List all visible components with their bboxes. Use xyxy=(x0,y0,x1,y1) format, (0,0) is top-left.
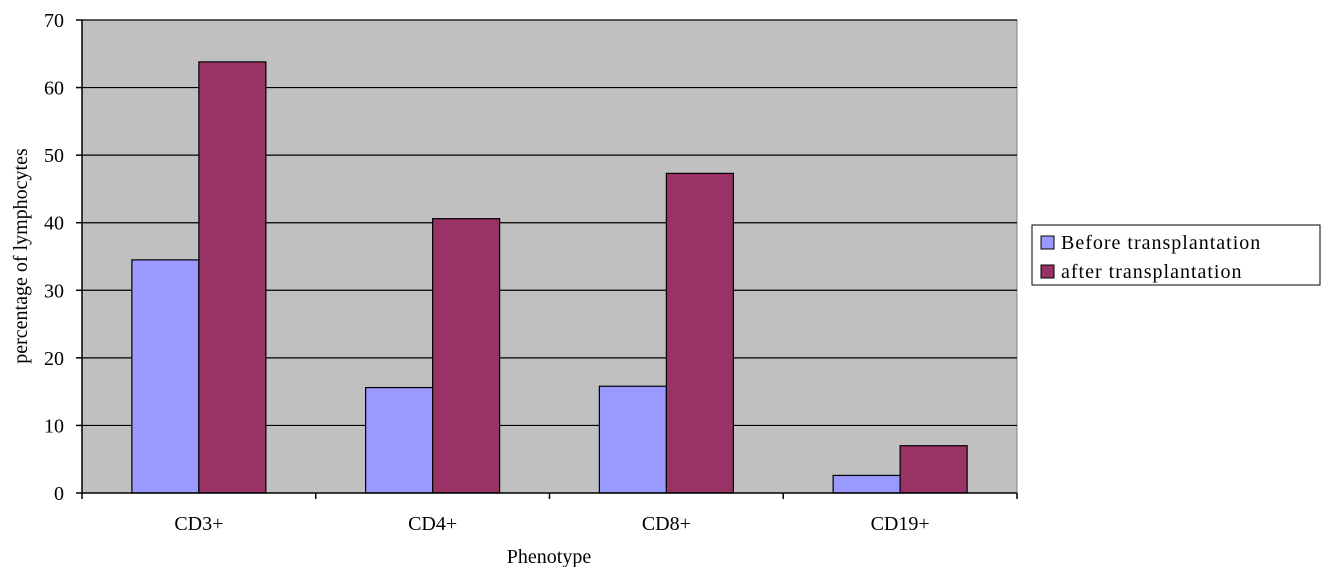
legend-swatch-before xyxy=(1040,235,1055,250)
legend: Before transplantation after transplanta… xyxy=(1031,224,1321,286)
y-tick-label: 10 xyxy=(44,415,64,437)
y-tick-label: 50 xyxy=(44,145,64,167)
axes-group xyxy=(76,19,1018,499)
category-label: CD4+ xyxy=(408,513,457,535)
y-axis-title: percentage of lymphocytes xyxy=(10,148,32,364)
y-tick-label: 30 xyxy=(44,280,64,302)
bar-before-cd4plus xyxy=(365,386,434,494)
legend-label-after: after transplantation xyxy=(1061,261,1243,283)
y-tick-label: 60 xyxy=(44,78,64,100)
x-category-labels: CD3+ CD4+ CD8+ CD19+ xyxy=(174,513,929,535)
bar-after-cd8plus xyxy=(665,172,734,494)
bar-after-cd19plus xyxy=(899,445,968,494)
bar-before-cd8plus xyxy=(598,385,667,494)
legend-label-before: Before transplantation xyxy=(1061,232,1261,254)
category-label: CD8+ xyxy=(642,513,691,535)
y-tick-label: 70 xyxy=(44,10,64,32)
y-tick-label: 40 xyxy=(44,213,64,235)
bar-after-cd3plus xyxy=(198,61,267,494)
category-label: CD19+ xyxy=(871,513,930,535)
category-label: CD3+ xyxy=(174,513,223,535)
y-tick-label: 20 xyxy=(44,348,64,370)
bar-before-cd3plus xyxy=(131,259,200,494)
bars-group xyxy=(131,61,968,494)
x-axis-title: Phenotype xyxy=(507,546,592,567)
legend-box xyxy=(1031,224,1321,286)
y-tick-label: 0 xyxy=(54,483,64,505)
legend-swatch-after xyxy=(1040,264,1055,279)
bar-before-cd19plus xyxy=(832,474,901,494)
bar-after-cd4plus xyxy=(432,218,501,494)
y-tick-labels: 0 10 20 30 40 50 60 70 xyxy=(44,10,64,505)
